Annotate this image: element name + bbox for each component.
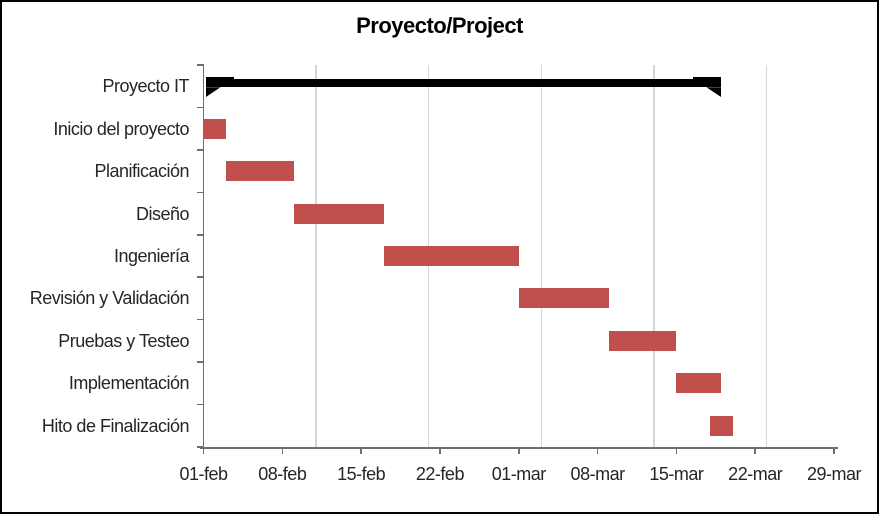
category-label: Diseño — [135, 203, 190, 224]
category-label: Implementación — [68, 373, 190, 394]
category-label: Inicio del proyecto — [53, 118, 189, 139]
task-bar — [383, 246, 519, 266]
x-axis-label: 22-feb — [415, 464, 465, 484]
y-axis-line — [202, 65, 205, 448]
x-axis-label: 29-mar — [806, 464, 862, 484]
category-label: Revisión y Validación — [29, 288, 190, 309]
y-tick — [196, 106, 204, 109]
x-tick — [833, 447, 835, 454]
x-axis-label: 01-mar — [491, 464, 547, 484]
y-tick — [196, 276, 204, 278]
task-bar — [608, 330, 677, 351]
task-bar — [710, 415, 733, 436]
x-axis-label: 15-feb — [337, 464, 386, 484]
x-tick — [518, 447, 520, 454]
summary-bar-cap-left — [205, 76, 234, 88]
category-label: Hito de Finalización — [41, 415, 190, 436]
task-bar — [676, 373, 722, 394]
y-tick — [196, 318, 204, 321]
x-tick — [439, 447, 441, 454]
gridline — [653, 65, 655, 447]
summary-bar-end-right-icon — [706, 87, 722, 98]
x-axis-label: 22-mar — [728, 464, 783, 484]
x-axis-label: 01-feb — [179, 464, 228, 484]
x-tick — [754, 447, 756, 454]
y-tick — [196, 361, 204, 363]
summary-bar-cap-right — [693, 76, 722, 88]
task-bar — [226, 161, 294, 182]
task-bar — [518, 288, 609, 309]
x-tick — [281, 447, 284, 454]
x-tick — [202, 447, 205, 454]
x-tick — [360, 447, 362, 454]
category-label: Proyecto IT — [102, 76, 189, 97]
gridline — [540, 65, 543, 447]
y-tick — [196, 446, 204, 448]
x-axis-label: 15-mar — [649, 464, 704, 484]
task-bar — [203, 118, 227, 139]
summary-bar-end-left-icon — [205, 87, 221, 98]
y-tick — [196, 234, 204, 236]
x-axis-label: 08-mar — [570, 464, 626, 484]
y-tick — [196, 403, 204, 406]
x-tick — [675, 447, 678, 454]
summary-bar — [205, 79, 722, 88]
x-tick — [596, 447, 599, 454]
chart-title: Proyecto/Project — [356, 13, 523, 38]
y-tick — [196, 191, 204, 194]
category-label: Ingeniería — [113, 246, 190, 266]
category-label: Planificación — [94, 161, 189, 182]
task-bar — [293, 203, 384, 224]
y-tick — [196, 149, 204, 151]
category-label: Pruebas y Testeo — [58, 330, 189, 351]
x-axis-label: 08-feb — [258, 464, 307, 484]
gridline — [315, 65, 317, 447]
y-tick — [196, 64, 204, 66]
gridline — [765, 65, 768, 447]
